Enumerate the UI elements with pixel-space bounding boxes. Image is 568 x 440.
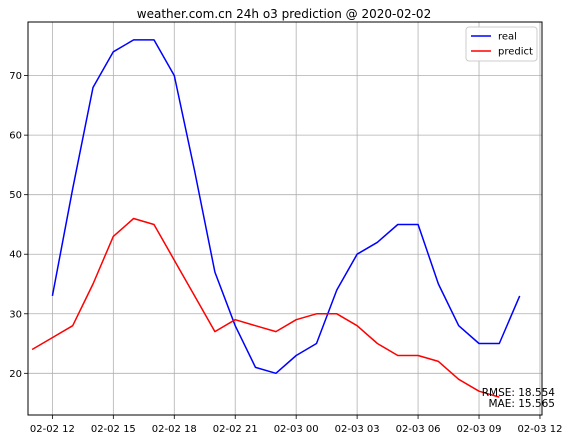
y-tick-label: 50: [9, 190, 22, 201]
series-line-predict: [31, 217, 500, 398]
rmse-annotation: RMSE: 18.554: [482, 387, 556, 399]
series-line-real: [51, 39, 521, 375]
mae-annotation: MAE: 15.565: [489, 398, 556, 410]
x-axis: 02-02 12 02-02 15 02-02 18 02-02 21 02-03 00…: [30, 415, 562, 435]
x-tick-label: 02-03 12: [517, 424, 562, 435]
x-tick-label: 02-02 15: [91, 424, 136, 435]
y-tick-label: 60: [9, 131, 22, 142]
y-tick-label: 70: [9, 71, 22, 82]
x-tick-label: 02-02 12: [30, 424, 75, 435]
x-tick-label: 02-03 00: [274, 424, 319, 435]
x-tick-label: 02-02 18: [152, 424, 197, 435]
y-tick-label: 30: [9, 309, 22, 320]
x-tick-label: 02-03 09: [457, 424, 502, 435]
x-tick-label: 02-03 03: [335, 424, 380, 435]
x-tick-label: 02-03 06: [396, 424, 441, 435]
y-tick-label: 40: [9, 250, 22, 261]
series-layer: [31, 39, 521, 398]
legend: real predict: [465, 26, 538, 62]
legend-label-real: real: [498, 32, 517, 43]
legend-label-predict: predict: [498, 47, 533, 58]
x-tick-label: 02-02 21: [213, 424, 258, 435]
chart-title: weather.com.cn 24h o3 prediction @ 2020-…: [137, 7, 431, 21]
grid: [28, 22, 542, 415]
y-axis: 20 30 40 50 60 70: [9, 71, 28, 380]
y-tick-label: 20: [9, 369, 22, 380]
axes-frame: [27, 21, 543, 416]
